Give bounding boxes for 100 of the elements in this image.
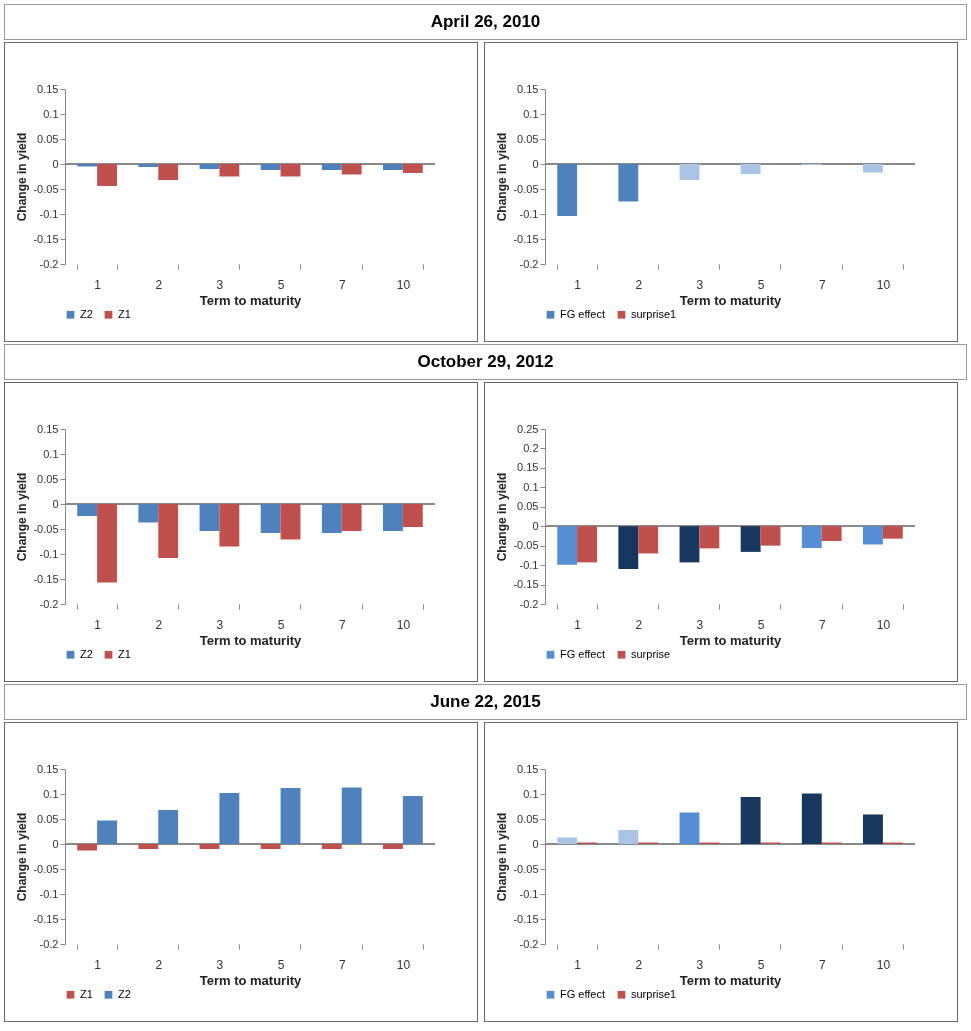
x-tick-label: 7 xyxy=(818,957,826,972)
legend-label: FG effect xyxy=(560,647,606,660)
x-tick-label: 2 xyxy=(155,617,163,632)
y-tick-label: 0.05 xyxy=(517,132,539,145)
x-axis-title: Term to maturity xyxy=(199,632,303,648)
bar xyxy=(863,814,883,844)
legend-label: surprise1 xyxy=(631,987,677,1000)
y-tick-label: -0.15 xyxy=(513,232,539,245)
x-tick-label: 1 xyxy=(94,957,102,972)
legend-label: Z2 xyxy=(118,987,131,1000)
x-tick-label: 5 xyxy=(277,617,285,632)
legend-label: Z2 xyxy=(80,307,93,320)
x-tick-label: 5 xyxy=(277,957,285,972)
bar xyxy=(679,812,700,844)
x-axis-title: Term to maturity xyxy=(199,292,303,308)
x-tick-label: 2 xyxy=(635,957,643,972)
bar xyxy=(740,797,761,844)
y-tick-label: -0.15 xyxy=(33,572,59,585)
y-tick-label: -0.15 xyxy=(33,912,59,925)
x-tick-label: 10 xyxy=(876,957,891,972)
y-tick-label: 0.1 xyxy=(43,787,59,800)
x-axis-title: Term to maturity xyxy=(679,632,783,648)
x-tick-label: 10 xyxy=(396,617,411,632)
x-tick-label: 3 xyxy=(216,277,224,292)
y-tick-label: 0.15 xyxy=(517,762,539,775)
bar xyxy=(801,793,822,844)
x-tick-label: 3 xyxy=(696,617,704,632)
x-tick-label: 3 xyxy=(216,957,224,972)
y-tick-label: 0 xyxy=(532,519,539,532)
y-axis-title: Change in yield xyxy=(495,472,510,562)
bar xyxy=(158,810,179,844)
y-axis-title: Change in yield xyxy=(495,132,510,222)
y-tick-label: 0.1 xyxy=(523,480,539,493)
x-tick-label: 3 xyxy=(696,277,704,292)
y-tick-label: 0 xyxy=(532,837,539,850)
y-tick-label: -0.05 xyxy=(33,862,59,875)
y-tick-label: -0.05 xyxy=(33,182,59,195)
y-tick-label: 0 xyxy=(52,497,59,510)
y-tick-label: 0.15 xyxy=(37,422,59,435)
x-tick-label: 7 xyxy=(338,277,346,292)
x-tick-label: 3 xyxy=(696,957,704,972)
x-tick-label: 1 xyxy=(94,277,102,292)
x-tick-label: 10 xyxy=(876,617,891,632)
x-tick-label: 7 xyxy=(818,277,826,292)
y-tick-label: 0.15 xyxy=(37,82,59,95)
y-tick-label: 0 xyxy=(532,157,539,170)
legend-label: FG effect xyxy=(560,987,606,1000)
x-tick-label: 1 xyxy=(574,957,582,972)
y-tick-label: -0.1 xyxy=(39,887,59,900)
x-axis-title: Term to maturity xyxy=(199,972,303,988)
y-tick-label: -0.05 xyxy=(33,522,59,535)
bar xyxy=(219,793,240,844)
x-tick-label: 10 xyxy=(396,957,411,972)
y-axis-title: Change in yield xyxy=(15,812,30,902)
bar xyxy=(618,830,639,844)
x-tick-label: 3 xyxy=(216,617,224,632)
y-tick-label: 0.1 xyxy=(43,107,59,120)
y-tick-label: -0.1 xyxy=(39,207,59,220)
x-tick-label: 1 xyxy=(94,617,102,632)
text: June 22, 2015 xyxy=(4,684,967,720)
y-tick-label: 0.1 xyxy=(43,447,59,460)
y-tick-label: 0.2 xyxy=(523,441,539,454)
text: April 26, 2010 xyxy=(4,4,967,40)
bar xyxy=(557,837,578,844)
y-tick-label: -0.05 xyxy=(513,862,539,875)
y-tick-label: -0.2 xyxy=(39,257,59,270)
x-tick-label: 1 xyxy=(574,277,582,292)
y-tick-label: 0.05 xyxy=(517,812,539,825)
y-tick-label: -0.2 xyxy=(39,937,59,950)
y-axis-title: Change in yield xyxy=(15,472,30,562)
x-tick-label: 5 xyxy=(757,277,765,292)
bar xyxy=(138,844,159,849)
bar xyxy=(280,788,301,844)
legend-label: Z1 xyxy=(118,307,131,320)
legend-label: surprise xyxy=(631,647,671,660)
legend-label: Z1 xyxy=(118,647,131,660)
x-tick-label: 7 xyxy=(338,957,346,972)
x-tick-label: 10 xyxy=(876,277,891,292)
y-tick-label: 0 xyxy=(52,837,59,850)
y-tick-label: -0.2 xyxy=(39,597,59,610)
x-tick-label: 5 xyxy=(277,277,285,292)
y-axis-title: Change in yield xyxy=(15,132,30,222)
y-tick-label: -0.1 xyxy=(519,207,539,220)
y-tick-label: -0.2 xyxy=(519,937,539,950)
bar xyxy=(77,844,98,851)
y-tick-label: -0.15 xyxy=(33,232,59,245)
legend-label: Z1 xyxy=(80,987,93,1000)
x-axis-title: Term to maturity xyxy=(679,292,783,308)
y-tick-label: -0.05 xyxy=(513,539,539,552)
y-tick-label: 0.15 xyxy=(517,461,539,474)
y-tick-label: -0.1 xyxy=(39,547,59,560)
y-tick-label: 0.15 xyxy=(517,82,539,95)
bar xyxy=(341,787,362,844)
x-tick-label: 7 xyxy=(818,617,826,632)
legend-label: surprise1 xyxy=(631,307,677,320)
bar xyxy=(402,796,423,844)
legend-label: FG effect xyxy=(560,307,606,320)
bar xyxy=(199,844,220,849)
x-tick-label: 2 xyxy=(155,957,163,972)
y-tick-label: 0.1 xyxy=(523,107,539,120)
